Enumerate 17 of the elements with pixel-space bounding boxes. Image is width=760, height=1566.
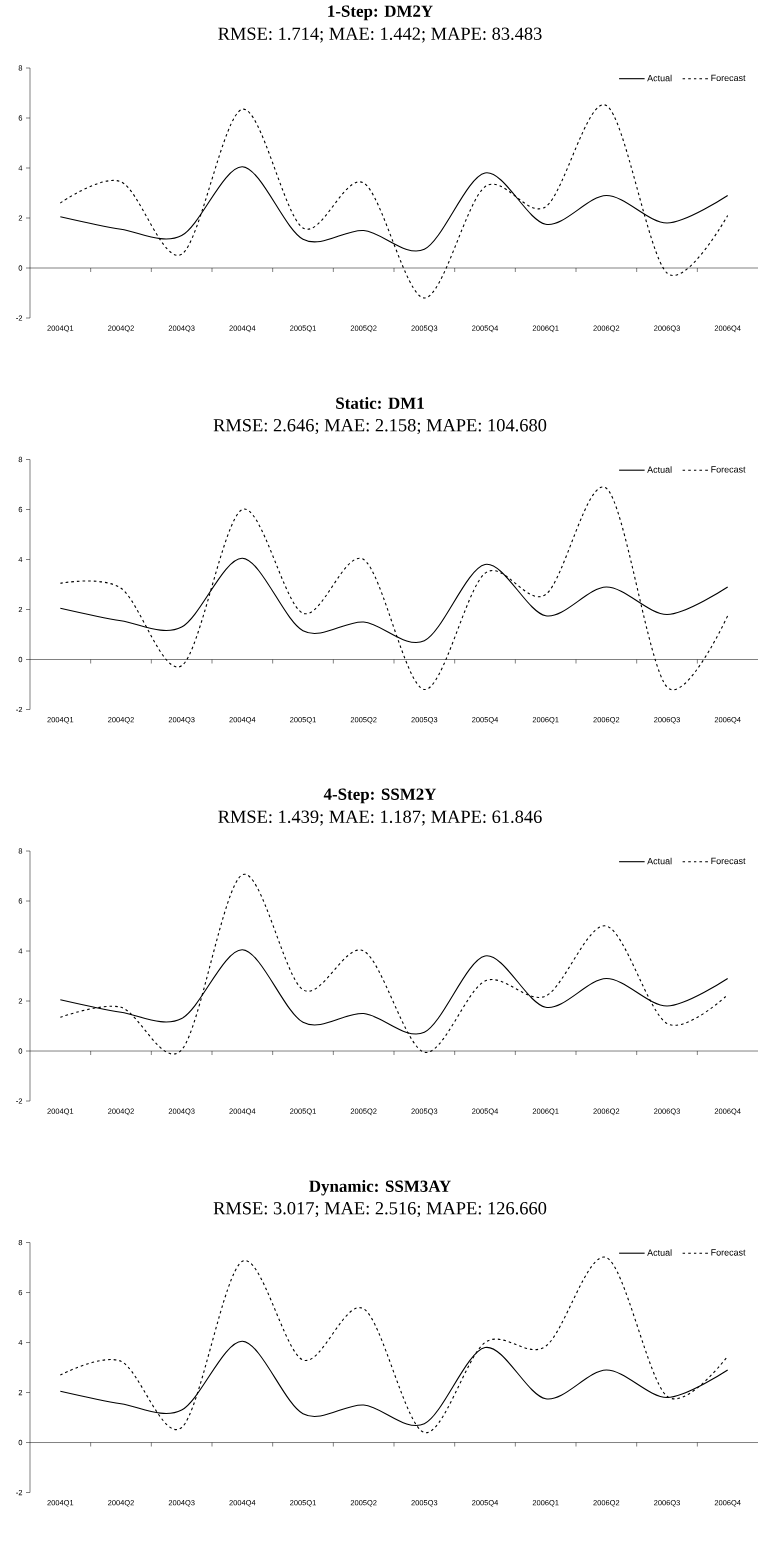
chart-title: Static: DM1	[336, 397, 424, 410]
legend-label: Actual	[647, 857, 672, 865]
chart-title: Dynamic: SSM3AY	[309, 1180, 451, 1196]
chart-subtitle: RMSE: 1.714; MAE: 1.442; MAPE: 83.483	[218, 27, 542, 43]
chart-title: 1-Step: DM2Y	[328, 5, 433, 21]
legend-label: Forecast	[711, 1249, 746, 1256]
chart-subtitle: RMSE: 1.439; MAE: 1.187; MAPE: 61.846	[218, 810, 542, 826]
chart-subtitle: RMSE: 3.017; MAE: 2.516; MAPE: 126.660	[213, 1202, 547, 1218]
legend-label: Actual	[647, 1249, 672, 1256]
legend-label: Forecast	[711, 857, 746, 865]
chart-subtitle: RMSE: 2.646; MAE: 2.158; MAPE: 104.680	[213, 419, 547, 435]
legend-label: Forecast	[711, 74, 746, 82]
legend-label: Actual	[647, 74, 672, 82]
chart-title: 4-Step: SSM2Y	[323, 788, 437, 804]
line-series	[59, 1256, 729, 1434]
legend-label: Actual	[647, 466, 672, 473]
legend-label: Forecast	[711, 466, 746, 473]
